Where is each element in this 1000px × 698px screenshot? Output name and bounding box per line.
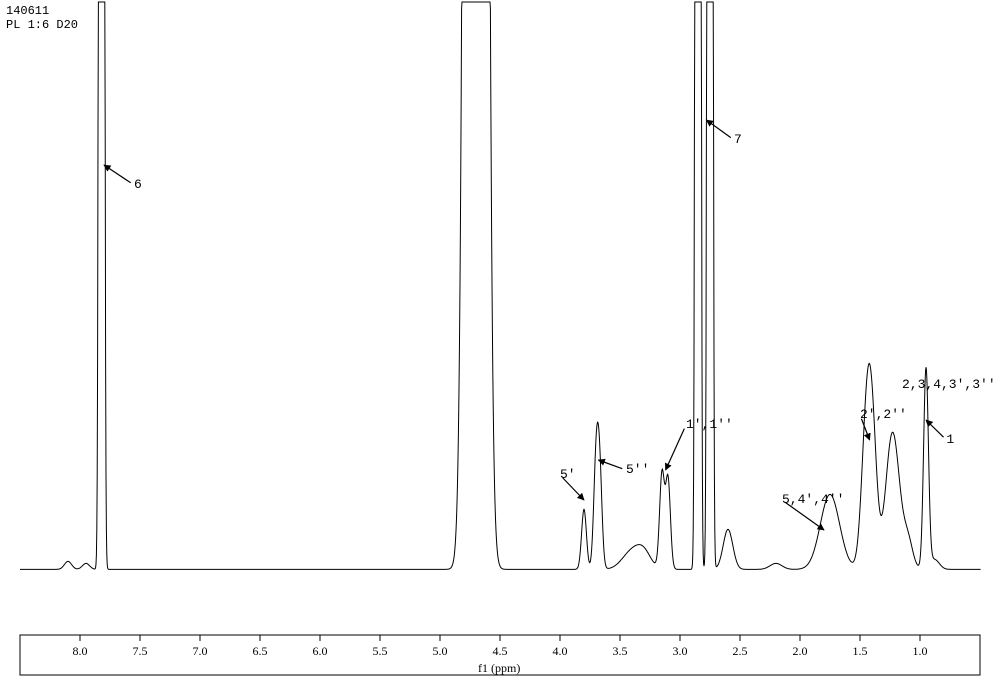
peak-annotation: 7 <box>734 132 742 147</box>
svg-text:2.5: 2.5 <box>733 644 748 658</box>
svg-text:5.5: 5.5 <box>373 644 388 658</box>
svg-text:6.5: 6.5 <box>253 644 268 658</box>
spectrum-meta: 140611 PL 1:6 D20 <box>6 4 78 32</box>
svg-text:3.5: 3.5 <box>613 644 628 658</box>
peak-annotation: 6 <box>134 177 142 192</box>
peak-annotation: 2,3,4,3',3'' <box>902 377 996 392</box>
peak-annotation: 5'' <box>626 462 649 477</box>
nmr-spectrum-plot: 8.0 7.5 7.0 6.5 6.0 5.5 5.0 4.5 4.0 3.5 3.0 2.5 2.0 1… <box>0 0 1000 698</box>
x-axis-label: f1 (ppm) <box>478 661 520 676</box>
svg-text:8.0: 8.0 <box>73 644 88 658</box>
meta-line1: 140611 <box>6 4 49 18</box>
svg-text:1.5: 1.5 <box>853 644 868 658</box>
peak-annotation: 1',1'' <box>686 417 733 432</box>
peak-annotation: 2',2'' <box>860 407 907 422</box>
peak-annotation: 1 <box>946 432 954 447</box>
svg-text:4.5: 4.5 <box>493 644 508 658</box>
peak-annotation: 5' <box>560 467 576 482</box>
svg-text:3.0: 3.0 <box>673 644 688 658</box>
svg-text:4.0: 4.0 <box>553 644 568 658</box>
meta-line2: PL 1:6 D20 <box>6 18 78 32</box>
svg-text:5.0: 5.0 <box>433 644 448 658</box>
peak-annotation: 5,4',4'' <box>782 492 844 507</box>
svg-text:7.5: 7.5 <box>133 644 148 658</box>
svg-text:7.0: 7.0 <box>193 644 208 658</box>
svg-text:1.0: 1.0 <box>913 644 928 658</box>
svg-text:6.0: 6.0 <box>313 644 328 658</box>
svg-text:2.0: 2.0 <box>793 644 808 658</box>
